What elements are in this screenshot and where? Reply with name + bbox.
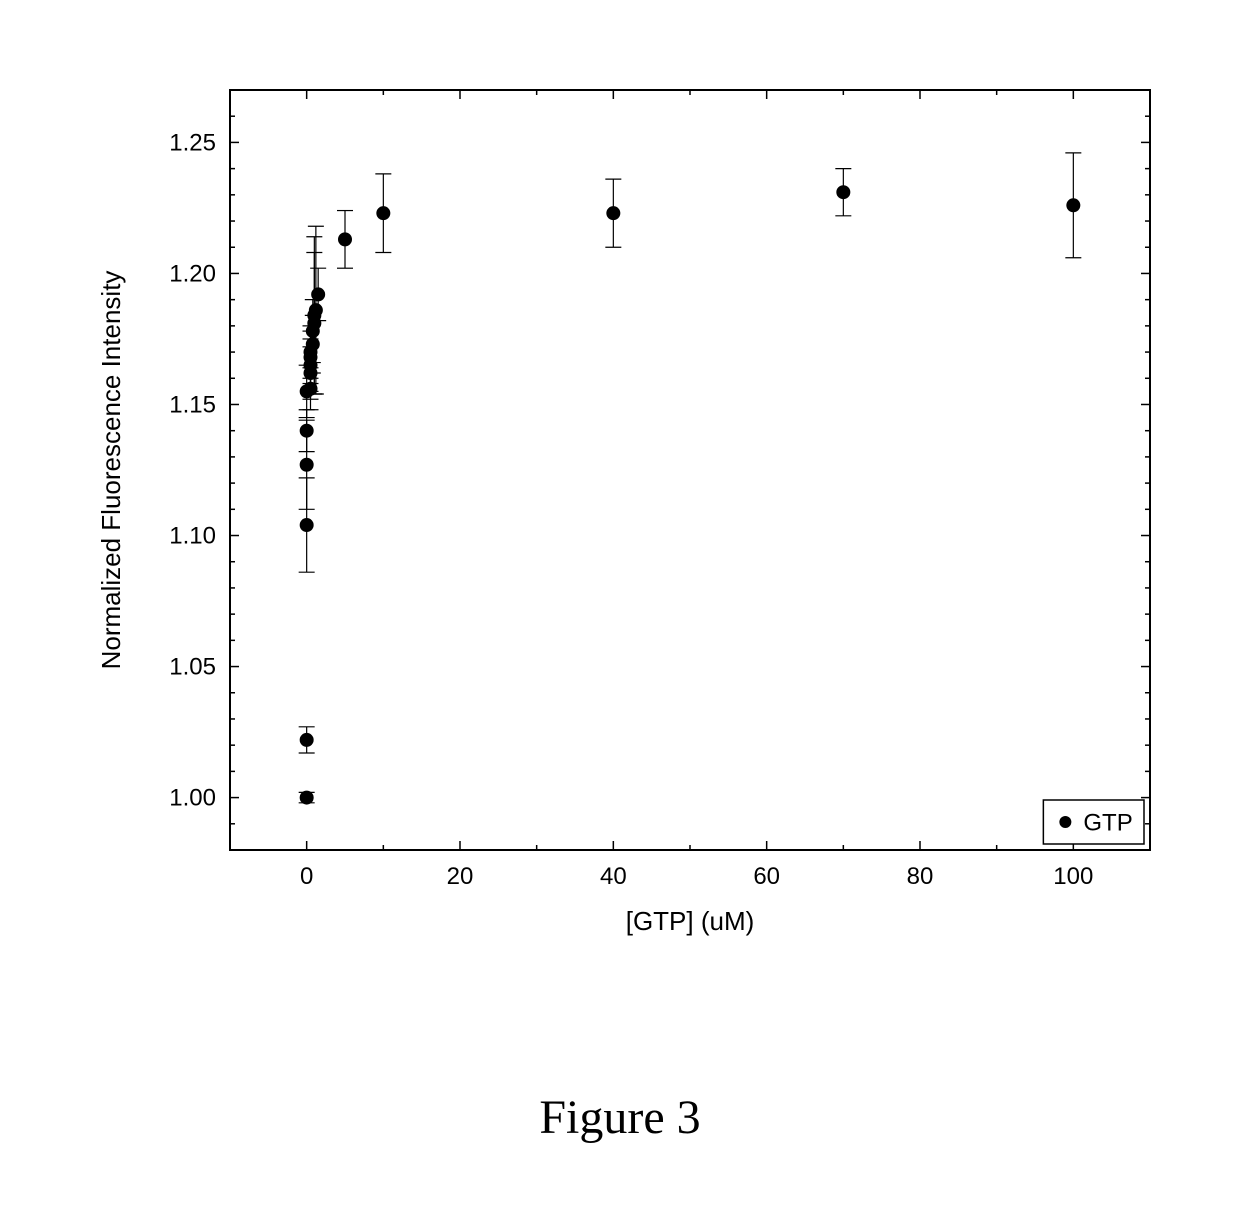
data-point <box>376 206 390 220</box>
x-tick-label: 40 <box>600 863 627 890</box>
x-tick-label: 20 <box>447 863 474 890</box>
chart-svg: 0 20 40 60 80 100 1.00 1.05 1.10 1.15 1.20 1.25 [GTP… <box>60 60 1180 960</box>
data-point <box>300 791 314 805</box>
data-point <box>606 206 620 220</box>
y-tick-label: 1.10 <box>169 523 216 550</box>
legend: GTP <box>1043 800 1144 844</box>
x-tick-label: 0 <box>300 863 313 890</box>
x-tick-label: 60 <box>753 863 780 890</box>
data-point <box>306 337 320 351</box>
data-point <box>300 424 314 438</box>
y-tick-label: 1.00 <box>169 785 216 812</box>
legend-label: GTP <box>1083 809 1132 836</box>
data-point <box>300 733 314 747</box>
page-root: 0 20 40 60 80 100 1.00 1.05 1.10 1.15 1.20 1.25 [GTP… <box>0 0 1240 1213</box>
data-point <box>1066 198 1080 212</box>
chart-container: 0 20 40 60 80 100 1.00 1.05 1.10 1.15 1.20 1.25 [GTP… <box>60 60 1180 960</box>
legend-marker <box>1059 816 1071 828</box>
data-point <box>309 303 323 317</box>
y-tick-label: 1.20 <box>169 260 216 287</box>
y-axis-label: Normalized Fluorescence Intensity <box>96 271 126 670</box>
y-tick-label: 1.05 <box>169 654 216 681</box>
data-point <box>311 287 325 301</box>
data-point <box>338 232 352 246</box>
data-point <box>304 382 318 396</box>
y-tick-label: 1.15 <box>169 391 216 418</box>
data-point <box>300 518 314 532</box>
x-tick-label: 100 <box>1053 863 1093 890</box>
x-axis-label: [GTP] (uM) <box>626 906 755 936</box>
data-point <box>836 185 850 199</box>
y-tick-label: 1.25 <box>169 129 216 156</box>
data-point <box>300 458 314 472</box>
figure-caption: Figure 3 <box>0 1090 1240 1145</box>
x-tick-label: 80 <box>907 863 934 890</box>
